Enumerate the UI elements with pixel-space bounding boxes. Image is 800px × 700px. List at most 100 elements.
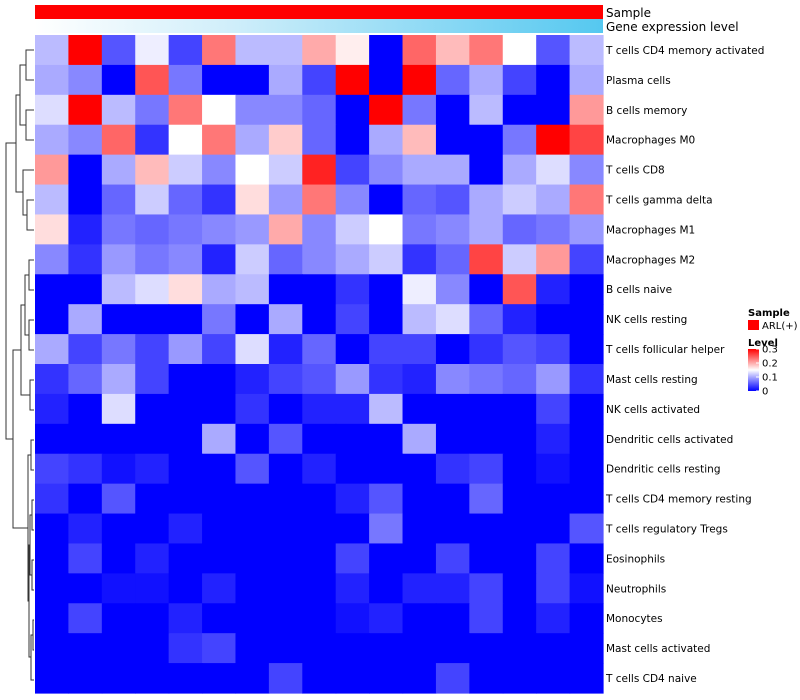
heatmap-cell xyxy=(469,453,504,485)
heatmap-cell xyxy=(569,453,604,485)
sample-annotation-label: Sample xyxy=(606,6,651,20)
heatmap-cell xyxy=(35,603,70,634)
heatmap-cell xyxy=(68,513,103,545)
heatmap-cell xyxy=(101,334,136,365)
heatmap-cell xyxy=(402,543,437,574)
heatmap-cell xyxy=(569,244,604,275)
heatmap-cell xyxy=(268,423,303,455)
heatmap-cell xyxy=(135,513,170,545)
heatmap-cell xyxy=(569,543,604,574)
heatmap-cell xyxy=(101,214,136,245)
heatmap-cell xyxy=(435,274,470,305)
heatmap-cell xyxy=(168,334,203,365)
heatmap-cell xyxy=(335,35,370,66)
heatmap-cell xyxy=(101,94,136,126)
heatmap-cell xyxy=(35,64,70,96)
heatmap-cell xyxy=(168,663,203,694)
heatmap-cell xyxy=(268,35,303,66)
heatmap-cell xyxy=(135,483,170,515)
heatmap-cell xyxy=(369,334,404,365)
heatmap-cell xyxy=(335,543,370,574)
heatmap-cell xyxy=(135,35,170,66)
heatmap-cell xyxy=(302,94,337,126)
row-label: T cells gamma delta xyxy=(605,195,713,207)
heatmap-cell xyxy=(168,543,203,574)
heatmap-cell xyxy=(335,603,370,634)
heatmap-cell xyxy=(569,35,604,66)
heatmap-cell xyxy=(402,453,437,485)
heatmap-cell xyxy=(536,304,571,335)
heatmap-cell xyxy=(168,274,203,305)
heatmap-cell xyxy=(569,274,604,305)
heatmap-cell xyxy=(569,184,604,216)
heatmap-cell xyxy=(101,483,136,515)
heatmap-cell xyxy=(202,214,237,245)
heatmap-cell xyxy=(168,633,203,664)
heatmap-cell xyxy=(302,274,337,305)
heatmap-cell xyxy=(168,364,203,395)
heatmap-cell xyxy=(268,603,303,634)
heatmap-cell xyxy=(469,633,504,664)
heatmap-cell xyxy=(302,393,337,425)
heatmap-cell xyxy=(569,603,604,634)
heatmap-cell xyxy=(335,154,370,186)
heatmap-cell xyxy=(302,633,337,664)
heatmap-cell xyxy=(335,274,370,305)
heatmap-cell xyxy=(536,35,571,66)
heatmap-cell xyxy=(369,423,404,455)
sample-annotation-bar xyxy=(35,5,603,19)
heatmap-cell xyxy=(469,603,504,634)
heatmap-cell xyxy=(469,393,504,425)
heatmap-cell xyxy=(569,393,604,425)
heatmap-cell xyxy=(268,663,303,694)
heatmap-cell xyxy=(68,244,103,275)
heatmap-cell xyxy=(302,154,337,186)
heatmap-cell xyxy=(68,35,103,66)
heatmap-cell xyxy=(369,35,404,66)
legend-level-colorbar xyxy=(748,349,759,391)
heatmap-cell xyxy=(502,274,537,305)
heatmap-cell xyxy=(435,543,470,574)
heatmap-cell xyxy=(68,274,103,305)
heatmap-cell xyxy=(35,543,70,574)
heatmap-cell xyxy=(469,513,504,545)
row-label: T cells follicular helper xyxy=(605,344,725,356)
heatmap-cell xyxy=(369,603,404,634)
heatmap-cell xyxy=(202,334,237,365)
heatmap-cell xyxy=(68,184,103,216)
heatmap-cell xyxy=(35,154,70,186)
heatmap-cell xyxy=(536,274,571,305)
legend-tick-label: 0.3 xyxy=(762,345,778,356)
heatmap-cell xyxy=(202,274,237,305)
heatmap-cell xyxy=(502,423,537,455)
heatmap-cell xyxy=(268,543,303,574)
row-label: B cells memory xyxy=(606,105,687,117)
heatmap-cell xyxy=(268,184,303,216)
heatmap-cell xyxy=(369,483,404,515)
row-label: T cells CD4 memory resting xyxy=(605,494,752,506)
heatmap-cell xyxy=(469,124,504,156)
heatmap-cell xyxy=(536,124,571,156)
heatmap-cell xyxy=(435,573,470,604)
heatmap-cell xyxy=(135,364,170,395)
heatmap-cell xyxy=(469,184,504,216)
heatmap-cell xyxy=(268,453,303,485)
heatmap-cell xyxy=(35,364,70,395)
heatmap-cell xyxy=(402,244,437,275)
heatmap-cell xyxy=(569,573,604,604)
heatmap-cell xyxy=(335,124,370,156)
heatmap-cell xyxy=(35,274,70,305)
heatmap-cell xyxy=(235,274,270,305)
heatmap-cell xyxy=(402,274,437,305)
heatmap-cell xyxy=(202,154,237,186)
legend-tick-label: 0.2 xyxy=(762,359,778,370)
heatmap-cell xyxy=(536,603,571,634)
heatmap-cell xyxy=(101,244,136,275)
heatmap-cell xyxy=(302,543,337,574)
heatmap-cell xyxy=(235,304,270,335)
heatmap-cell xyxy=(101,393,136,425)
heatmap-cell xyxy=(369,663,404,694)
heatmap-cell xyxy=(135,423,170,455)
heatmap-cell xyxy=(302,603,337,634)
heatmap-cell xyxy=(435,35,470,66)
